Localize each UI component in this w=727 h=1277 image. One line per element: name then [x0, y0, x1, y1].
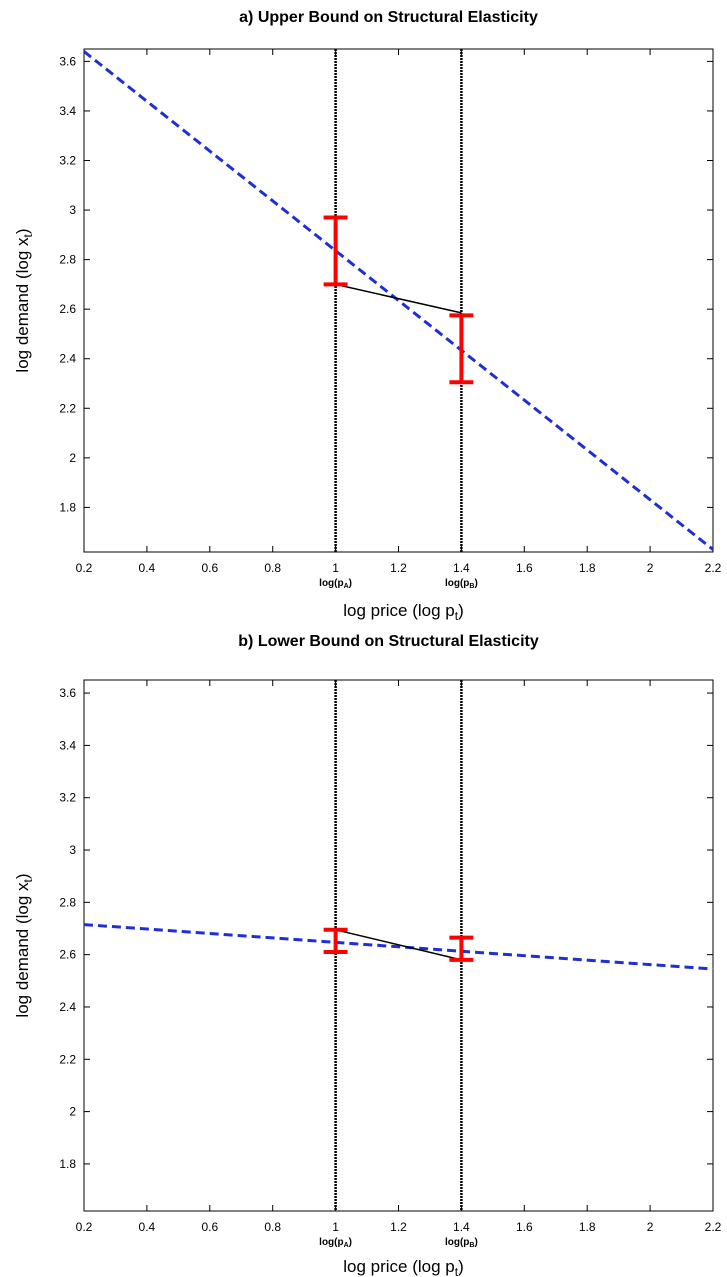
- x-tick-label: 0.8: [264, 561, 281, 575]
- y-tick-label: 2.4: [59, 352, 76, 366]
- y-axis-label: log demand (log xt): [13, 228, 35, 372]
- y-tick-label: 2.6: [59, 302, 76, 316]
- x-tick-label: 0.4: [139, 561, 156, 575]
- x-tick-label: 2.2: [705, 561, 722, 575]
- x-tick-label: 0.2: [76, 561, 93, 575]
- y-tick-label: 2.8: [59, 895, 76, 909]
- x-tick-label: 1.6: [516, 1220, 533, 1234]
- error-bar: [449, 935, 474, 962]
- vertical-marker-label: log(pA): [319, 578, 352, 590]
- error-bar: [449, 313, 474, 385]
- x-tick-label: 1.8: [579, 561, 596, 575]
- x-tick-label: 1.4: [453, 1220, 470, 1234]
- error-bar: [323, 215, 348, 287]
- x-tick-label: 1: [332, 561, 339, 575]
- y-tick-label: 3.2: [59, 791, 76, 805]
- x-tick-label: 0.2: [76, 1220, 93, 1234]
- demand-line-series: [83, 50, 714, 551]
- demand-line-series: [83, 923, 714, 971]
- x-tick-label: 1.8: [579, 1220, 596, 1234]
- y-tick-label: 2.8: [59, 253, 76, 267]
- y-tick-label: 3.4: [59, 104, 76, 118]
- y-tick-label: 2: [69, 1105, 76, 1119]
- observed-segment-series: [335, 929, 462, 961]
- x-tick-label: 1.6: [516, 561, 533, 575]
- x-tick-label: 1: [332, 1220, 339, 1234]
- y-tick-label: 3: [69, 843, 76, 857]
- y-tick-label: 2.2: [59, 1052, 76, 1066]
- y-axis-label: log demand (log xt): [13, 873, 35, 1017]
- x-tick-label: 0.6: [201, 1220, 218, 1234]
- y-tick-label: 3.6: [59, 686, 76, 700]
- vertical-marker-label: log(pA): [319, 1237, 352, 1249]
- error-bar: [323, 927, 348, 955]
- y-tick-label: 2.4: [59, 1000, 76, 1014]
- x-tick-label: 0.6: [201, 561, 218, 575]
- observed-segment-series: [335, 283, 462, 314]
- x-tick-label: 1.2: [390, 561, 407, 575]
- vertical-marker-label: log(pB): [445, 578, 478, 590]
- x-axis-label: log price (log pt): [343, 601, 464, 623]
- chart-title: b) Lower Bound on Structural Elasticity: [238, 633, 539, 650]
- chart-title: a) Upper Bound on Structural Elasticity: [239, 9, 538, 26]
- x-tick-label: 2: [647, 1220, 654, 1234]
- y-tick-label: 3.6: [59, 54, 76, 68]
- y-tick-label: 2.2: [59, 401, 76, 415]
- y-tick-label: 2: [69, 451, 76, 465]
- chart-panel-a: a) Upper Bound on Structural Elasticity 0…: [13, 9, 722, 623]
- y-tick-label: 3.2: [59, 154, 76, 168]
- y-tick-label: 3: [69, 203, 76, 217]
- vertical-marker-label: log(pB): [445, 1237, 478, 1249]
- chart-panel-b: b) Lower Bound on Structural Elasticity 0…: [13, 633, 722, 1277]
- y-tick-label: 3.4: [59, 738, 76, 752]
- x-axis-label: log price (log pt): [343, 1257, 464, 1277]
- y-tick-label: 2.6: [59, 948, 76, 962]
- y-tick-label: 1.8: [59, 1157, 76, 1171]
- x-tick-label: 1.4: [453, 561, 470, 575]
- x-tick-label: 2: [647, 561, 654, 575]
- x-tick-label: 2.2: [705, 1220, 722, 1234]
- x-tick-label: 0.8: [264, 1220, 281, 1234]
- x-tick-label: 0.4: [139, 1220, 156, 1234]
- y-tick-label: 1.8: [59, 500, 76, 514]
- x-tick-label: 1.2: [390, 1220, 407, 1234]
